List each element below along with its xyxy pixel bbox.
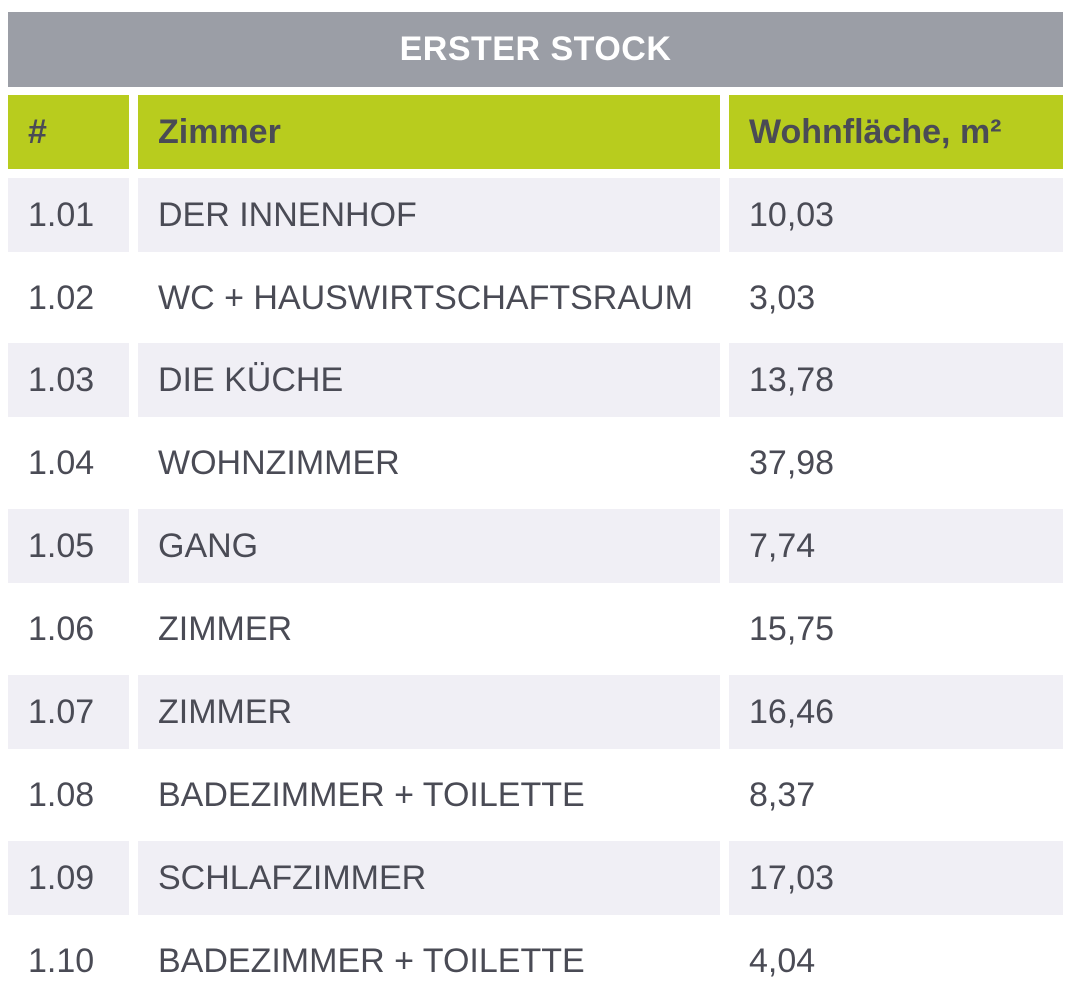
header-area: Wohnfläche, m² — [729, 95, 1063, 169]
cell-room: ZIMMER — [138, 675, 720, 749]
cell-room: BADEZIMMER + TOILETTE — [138, 758, 720, 832]
cell-area: 10,03 — [729, 178, 1063, 252]
cell-area: 16,46 — [729, 675, 1063, 749]
cell-room: ZIMMER — [138, 592, 720, 666]
cell-number: 1.01 — [8, 178, 129, 252]
cell-number: 1.03 — [8, 343, 129, 417]
cell-room: DER INNENHOF — [138, 178, 720, 252]
cell-area: 13,78 — [729, 343, 1063, 417]
cell-area: 8,37 — [729, 758, 1063, 832]
cell-area: 7,74 — [729, 509, 1063, 583]
cell-area: 15,75 — [729, 592, 1063, 666]
cell-room: DIE KÜCHE — [138, 343, 720, 417]
cell-number: 1.07 — [8, 675, 129, 749]
table-title: ERSTER STOCK — [8, 12, 1063, 87]
cell-area: 17,03 — [729, 841, 1063, 915]
cell-area: 4,04 — [729, 924, 1063, 998]
cell-number: 1.10 — [8, 924, 129, 998]
header-room: Zimmer — [138, 95, 720, 169]
cell-number: 1.06 — [8, 592, 129, 666]
header-number: # — [8, 95, 129, 169]
cell-number: 1.02 — [8, 261, 129, 335]
cell-number: 1.08 — [8, 758, 129, 832]
cell-room: WC + HAUSWIRTSCHAFTSRAUM — [138, 261, 720, 335]
cell-area: 37,98 — [729, 426, 1063, 500]
cell-number: 1.05 — [8, 509, 129, 583]
cell-room: SCHLAFZIMMER — [138, 841, 720, 915]
cell-area: 3,03 — [729, 261, 1063, 335]
cell-room: GANG — [138, 509, 720, 583]
cell-number: 1.04 — [8, 426, 129, 500]
cell-room: BADEZIMMER + TOILETTE — [138, 924, 720, 998]
cell-room: WOHNZIMMER — [138, 426, 720, 500]
cell-number: 1.09 — [8, 841, 129, 915]
